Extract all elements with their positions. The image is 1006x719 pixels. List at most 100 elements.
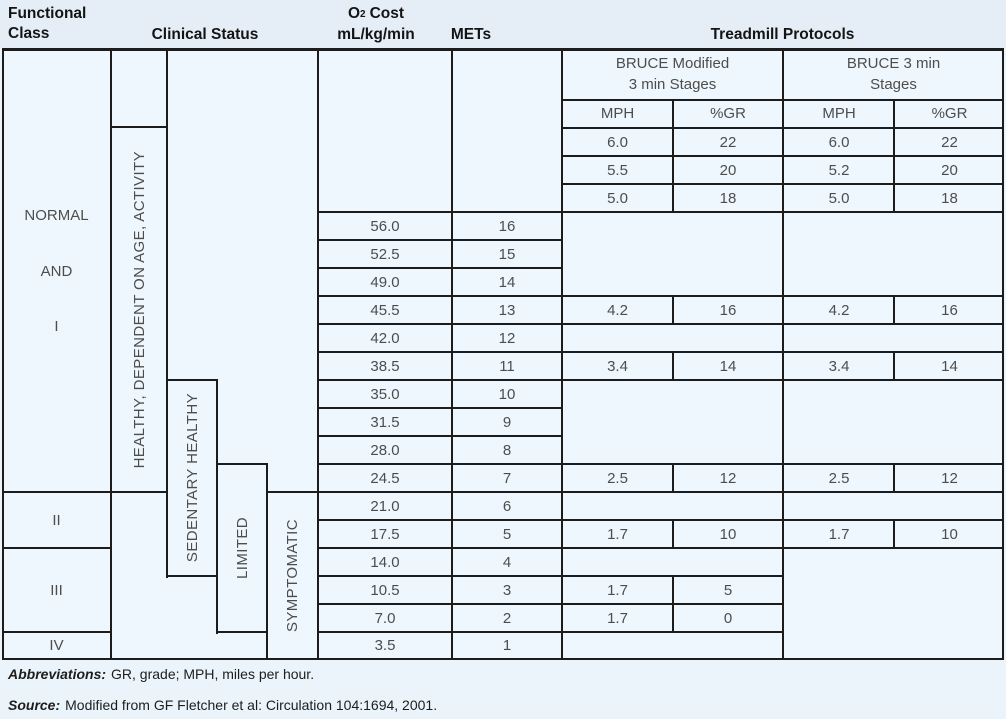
- o2-cost-value: 45.5: [370, 301, 400, 319]
- bm-gr-value: 0: [723, 609, 733, 627]
- o2-cost-value: 3.5: [374, 637, 396, 654]
- table-border-line: [893, 464, 895, 493]
- bm-gr-value: 20: [719, 161, 737, 179]
- b3-mph-value: 4.2: [828, 301, 850, 319]
- clinical-status-header: Clinical Status: [151, 26, 259, 43]
- clinical-status-sedentary-label: SEDENTARY HEALTHY: [183, 393, 201, 563]
- bm-mph-value: 1.7: [607, 525, 628, 543]
- table-border-line: [451, 48, 453, 660]
- functional-class-and: AND: [40, 262, 73, 280]
- mets-value: 14: [498, 273, 516, 291]
- table-border-line: [110, 48, 112, 660]
- b3-gr-value: 16: [941, 301, 958, 319]
- mets-value: 12: [498, 329, 516, 347]
- mets-value: 8: [502, 441, 512, 459]
- bm-mph-value: 1.7: [607, 581, 628, 599]
- b3-mph-value: 3.4: [828, 357, 850, 375]
- table-border-line: [166, 575, 218, 577]
- table-border-line: [317, 295, 1004, 297]
- o2-cost-value: 14.0: [370, 553, 400, 571]
- o2-cost-header-line1: O 2 Cost: [310, 4, 442, 24]
- bm-mph-value: 2.5: [607, 469, 628, 487]
- bm-mph-value: 5.5: [607, 161, 628, 179]
- bm-gr-value: 10: [719, 525, 737, 543]
- table-border-line: [893, 520, 895, 549]
- table-border-line: [2, 631, 112, 633]
- mets-value: 4: [502, 553, 512, 571]
- b3-mph-value: 1.7: [828, 525, 850, 543]
- o2-cost-value: 28.0: [370, 441, 400, 459]
- table-border-line: [672, 352, 674, 381]
- bruce-3min-title-line2: Stages: [870, 75, 917, 93]
- mets-value: 13: [498, 301, 516, 319]
- source-footnote: Source: Modified from GF Fletcher et al: …: [8, 697, 437, 713]
- b3-mph-value: 2.5: [828, 469, 850, 487]
- bruce-modified-gr-col-header: %GR: [710, 104, 746, 122]
- table-border-line: [893, 296, 895, 325]
- functional-class-iv: IV: [49, 637, 64, 654]
- o2-cost-value: 38.5: [370, 357, 400, 375]
- mets-value: 10: [498, 385, 516, 403]
- functional-class-i: I: [54, 317, 59, 335]
- o2-subscript: 2: [360, 8, 366, 20]
- bm-gr-value: 16: [719, 301, 737, 319]
- clinical-status-limited-label: LIMITED: [233, 517, 251, 579]
- mets-value: 7: [502, 469, 512, 487]
- bm-mph-value: 1.7: [607, 609, 628, 627]
- bm-mph-value: 4.2: [607, 301, 628, 319]
- clinical-status-symptomatic-label: SYMPTOMATIC: [284, 518, 301, 633]
- mets-value: 5: [502, 525, 512, 543]
- table-border-line: [893, 352, 895, 381]
- table-border-line: [561, 48, 563, 660]
- b3-mph-value: 5.0: [828, 189, 850, 207]
- o2-cost-value: 10.5: [370, 581, 400, 599]
- o2-cost-word: Cost: [369, 5, 405, 22]
- mets-value: 15: [498, 245, 516, 263]
- bruce-3min-title: BRUCE 3 min Stages: [783, 48, 1004, 99]
- functional-class-header-line1: Functional: [8, 5, 87, 22]
- table-border-line: [561, 127, 1004, 129]
- functional-class-ii: II: [52, 511, 61, 529]
- bm-gr-value: 22: [719, 133, 737, 151]
- o2-cost-value: 7.0: [374, 609, 396, 627]
- table-border-line: [266, 491, 1004, 493]
- table-border-line: [317, 519, 1004, 521]
- bruce-modified-mph-col-header: MPH: [600, 104, 635, 122]
- o2-cost-value: 56.0: [370, 217, 400, 235]
- bm-gr-value: 5: [723, 581, 733, 599]
- table-border-line: [166, 48, 168, 578]
- bm-gr-value: 18: [719, 189, 737, 207]
- o2-symbol: O: [347, 5, 361, 22]
- abbreviations-label: Abbreviations:: [8, 666, 107, 682]
- bm-gr-value: 12: [719, 469, 737, 487]
- table-border-line: [561, 183, 1004, 185]
- table-border-line: [2, 658, 1004, 660]
- bruce-3min-title-line1: BRUCE 3 min: [846, 54, 941, 72]
- o2-cost-value: 17.5: [370, 525, 400, 543]
- table-border-line: [317, 211, 1004, 213]
- clinical-status-limited-bar: LIMITED: [217, 464, 267, 632]
- functional-class-header-line2: Class: [8, 25, 50, 42]
- mets-header: METs: [450, 26, 492, 43]
- b3-gr-value: 12: [941, 469, 958, 487]
- mets-value: 1: [502, 637, 512, 654]
- mets-value: 16: [498, 217, 516, 235]
- table-border-line: [317, 407, 563, 409]
- table-background: [2, 48, 1004, 660]
- clinical-status-healthy-label: HEALTHY, DEPENDENT ON AGE, ACTIVITY: [130, 151, 148, 469]
- table-border-line: [317, 631, 784, 633]
- b3-gr-value: 22: [941, 133, 958, 151]
- table-border-line: [317, 603, 784, 605]
- b3-gr-value: 10: [941, 525, 958, 543]
- table-border-line: [2, 48, 4, 660]
- abbreviations-text: GR, grade; MPH, miles per hour.: [111, 666, 315, 682]
- b3-gr-value: 14: [941, 357, 958, 375]
- bruce-3min-mph-col-header: MPH: [822, 104, 856, 122]
- mets-value: 2: [502, 609, 512, 627]
- o2-cost-value: 42.0: [370, 329, 400, 347]
- b3-mph-value: 6.0: [828, 133, 850, 151]
- functional-class-normal: NORMAL: [24, 206, 89, 224]
- o2-cost-value: 49.0: [370, 273, 400, 291]
- mets-value: 3: [502, 581, 512, 599]
- bm-mph-value: 3.4: [607, 357, 628, 375]
